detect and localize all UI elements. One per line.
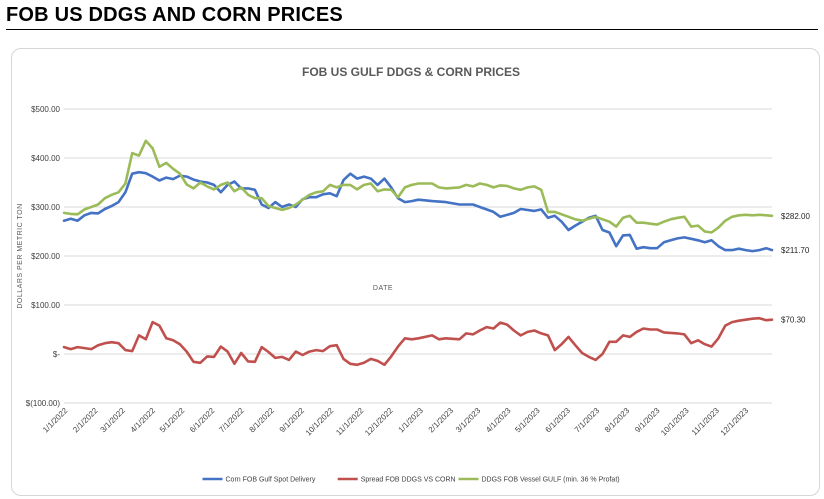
x-tick-label: 7/1/2023 bbox=[573, 406, 602, 435]
legend: Corn FOB Gulf Spot Delivery Spread FOB DD… bbox=[202, 477, 620, 484]
x-tick-label: 12/1/2023 bbox=[719, 406, 751, 438]
y-tick-label: $200.00 bbox=[31, 252, 60, 261]
x-tick-label: 11/1/2022 bbox=[334, 406, 365, 437]
x-tick-label: 2/1/2023 bbox=[427, 406, 456, 435]
legend-entry: DDGS FOB Vessel GULF (min. 36 % Profat) bbox=[482, 477, 620, 484]
x-tick-label: 11/1/2023 bbox=[690, 406, 721, 437]
gridlines bbox=[64, 108, 772, 404]
y-tick-label: $100.00 bbox=[31, 301, 60, 310]
x-axis-label: DATE bbox=[373, 285, 393, 292]
x-tick-label: 7/1/2022 bbox=[217, 406, 246, 435]
y-axis-ticks: $500.00 $400.00 $300.00 $200.00 $100.00 $- $(1… bbox=[26, 105, 61, 408]
y-tick-label: $500.00 bbox=[31, 105, 60, 114]
x-tick-label: 5/1/2023 bbox=[513, 406, 542, 435]
end-value-labels: $211.70 $70.30 $282.00 bbox=[781, 212, 810, 325]
x-tick-label: 4/1/2023 bbox=[484, 406, 513, 435]
x-tick-label: 6/1/2022 bbox=[188, 406, 217, 435]
chart-frame: FOB US GULF DDGS & CORN PRICES $500.00 $4… bbox=[11, 48, 820, 496]
legend-entry: Spread FOB DDGS VS CORN bbox=[361, 477, 456, 484]
series-lines bbox=[62, 139, 774, 367]
heading-rule bbox=[6, 29, 818, 30]
x-tick-label: 5/1/2022 bbox=[158, 406, 187, 435]
x-tick-label: 8/1/2023 bbox=[603, 406, 632, 435]
x-tick-label: 10/1/2022 bbox=[304, 406, 336, 438]
x-tick-label: 1/1/2023 bbox=[396, 406, 425, 435]
end-value-label: $282.00 bbox=[781, 212, 810, 221]
end-value-label: $211.70 bbox=[781, 246, 810, 255]
end-value-label: $70.30 bbox=[781, 316, 806, 325]
y-tick-label: $(100.00) bbox=[26, 399, 61, 408]
x-tick-label: 3/1/2022 bbox=[98, 406, 127, 435]
x-tick-label: 9/1/2023 bbox=[633, 406, 662, 435]
x-tick-label: 12/1/2022 bbox=[363, 406, 395, 438]
x-tick-label: 1/1/2022 bbox=[41, 406, 70, 435]
y-tick-label: $- bbox=[53, 350, 60, 359]
series-line bbox=[62, 139, 774, 234]
y-tick-label: $300.00 bbox=[31, 203, 60, 212]
page-heading: FOB US DDGS AND CORN PRICES bbox=[6, 4, 343, 26]
legend-entry: Corn FOB Gulf Spot Delivery bbox=[226, 477, 316, 484]
x-tick-label: 8/1/2022 bbox=[247, 406, 276, 435]
y-axis-label: DOLLARS PER METRIC TON bbox=[17, 203, 24, 308]
x-tick-label: 2/1/2022 bbox=[71, 406, 100, 435]
price-line-chart: FOB US GULF DDGS & CORN PRICES $500.00 $4… bbox=[17, 65, 810, 484]
x-tick-label: 6/1/2023 bbox=[544, 406, 573, 435]
x-tick-label: 4/1/2022 bbox=[129, 406, 158, 435]
chart-title: FOB US GULF DDGS & CORN PRICES bbox=[302, 65, 520, 79]
x-tick-label: 3/1/2023 bbox=[454, 406, 483, 435]
x-tick-label: 9/1/2022 bbox=[278, 406, 307, 435]
series-line bbox=[62, 316, 774, 367]
y-tick-label: $400.00 bbox=[31, 154, 60, 163]
x-tick-label: 10/1/2023 bbox=[659, 406, 691, 438]
